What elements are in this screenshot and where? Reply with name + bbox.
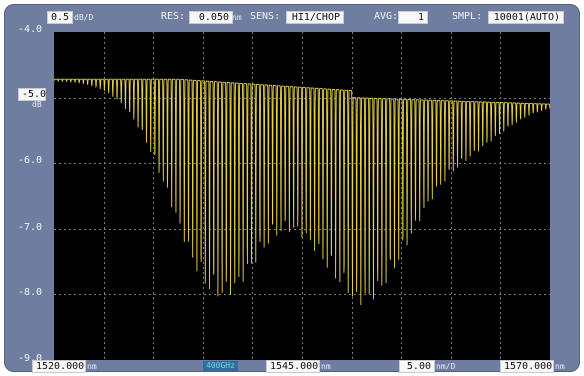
res-value-box[interactable]: 0.050: [189, 11, 233, 24]
start-wavelength-box[interactable]: 1520.000: [32, 360, 86, 373]
sens-value-box[interactable]: HI1/CHOP: [286, 11, 344, 24]
avg-value-box[interactable]: 1: [398, 11, 428, 24]
center-unit: nm: [321, 362, 331, 371]
ref-unit: dB: [32, 100, 42, 109]
y-tick-6: -6.0: [18, 155, 43, 166]
osa-display-frame: 0.5 dB/D RES: 0.050 nm SENS: HI1/CHOP AV…: [4, 4, 580, 373]
smpl-value-box[interactable]: 10001(AUTO): [488, 11, 564, 24]
spectrum-canvas: [53, 32, 551, 360]
y-tick-bottom: -9.0: [18, 353, 43, 364]
ref-level-box[interactable]: -5.0: [18, 88, 46, 101]
y-tick-8: -8.0: [18, 287, 43, 298]
span-box[interactable]: 5.00: [399, 360, 435, 373]
avg-label: AVG:: [374, 11, 399, 22]
spectrum-plot[interactable]: [53, 32, 551, 360]
stop-wavelength-box[interactable]: 1570.000: [500, 360, 554, 373]
spectrum-trace: [53, 78, 551, 306]
res-label: RES:: [161, 11, 186, 22]
scale-value-box[interactable]: 0.5: [47, 11, 73, 24]
scale-unit: dB/D: [74, 13, 94, 22]
smpl-label: SMPL:: [452, 11, 483, 22]
channel-spacing-badge: 400GHz: [203, 361, 238, 371]
start-unit: nm: [87, 362, 97, 371]
y-tick-top: -4.0: [18, 24, 43, 35]
span-unit: nm/D: [436, 362, 456, 371]
center-wavelength-box[interactable]: 1545.000: [266, 360, 320, 373]
y-tick-7: -7.0: [18, 222, 43, 233]
stop-unit: nm: [555, 362, 565, 371]
sens-label: SENS:: [250, 11, 281, 22]
res-unit: nm: [232, 13, 242, 22]
